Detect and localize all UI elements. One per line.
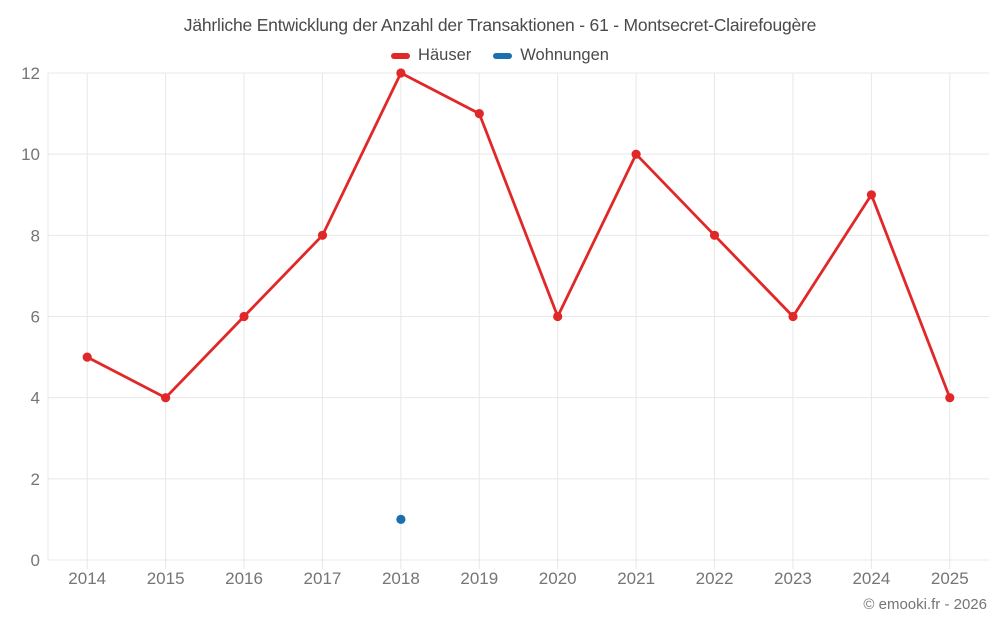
- data-point-h-user-2022[interactable]: [709, 230, 720, 240]
- y-axis-label: 6: [31, 308, 40, 327]
- data-point-h-user-2018[interactable]: [396, 68, 406, 78]
- x-axis-label: 2022: [696, 569, 734, 588]
- x-axis-label: 2016: [225, 569, 263, 588]
- legend-item-hauser[interactable]: Häuser: [391, 46, 471, 65]
- x-axis-label: 2018: [382, 569, 420, 588]
- x-axis-label: 2017: [304, 569, 342, 588]
- x-axis-label: 2015: [147, 569, 185, 588]
- chart-title: Jährliche Entwicklung der Anzahl der Tra…: [183, 15, 817, 35]
- series-line-h-user[interactable]: [85, 71, 952, 400]
- x-axis-label: 2025: [931, 569, 969, 588]
- data-point-h-user-2015[interactable]: [161, 393, 171, 403]
- legend-swatch-hauser-icon: [391, 52, 411, 59]
- x-axis-label: 2021: [617, 569, 655, 588]
- data-point-h-user-2019[interactable]: [474, 109, 484, 119]
- data-point-h-user-2016[interactable]: [239, 311, 249, 322]
- y-axis-label: 0: [31, 551, 40, 570]
- x-axis-label: 2019: [460, 569, 498, 588]
- x-axis-label: 2014: [68, 569, 106, 588]
- data-point-h-user-2017[interactable]: [317, 230, 328, 240]
- y-axis-label: 12: [21, 64, 40, 83]
- data-point-h-user-2020[interactable]: [553, 311, 563, 322]
- legend-label-hauser: Häuser: [418, 46, 472, 64]
- legend-item-wohnungen[interactable]: Wohnungen: [493, 46, 609, 65]
- x-axis-label: 2023: [774, 569, 812, 588]
- data-point-h-user-2025[interactable]: [945, 393, 955, 403]
- y-axis-label: 8: [31, 226, 40, 245]
- data-point-h-user-2023[interactable]: [788, 311, 798, 322]
- copyright-text: © emooki.fr - 2026: [863, 596, 987, 613]
- legend-label-wohnungen: Wohnungen: [520, 46, 609, 64]
- y-axis-label: 4: [31, 389, 40, 408]
- data-point-h-user-2014[interactable]: [82, 352, 92, 362]
- data-point-h-user-2024[interactable]: [866, 190, 877, 200]
- legend: Häuser Wohnungen: [0, 46, 1000, 65]
- y-axis-label: 10: [21, 145, 40, 164]
- x-axis-label: 2020: [539, 569, 577, 588]
- legend-swatch-wohnungen-icon: [493, 52, 513, 59]
- data-point-wohnungen-2018[interactable]: [396, 514, 406, 525]
- data-point-h-user-2021[interactable]: [631, 149, 641, 159]
- x-axis-label: 2024: [852, 569, 890, 588]
- y-axis-label: 2: [31, 470, 40, 489]
